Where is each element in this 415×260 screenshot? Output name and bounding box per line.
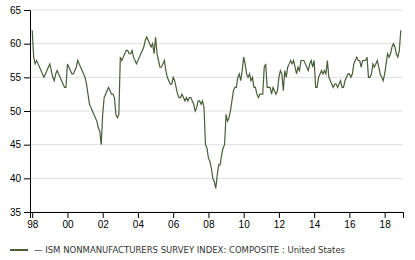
y-axis-line bbox=[24, 11, 31, 213]
y-tick: 45 bbox=[10, 139, 30, 150]
x-tick-label: 02 bbox=[98, 219, 110, 230]
grid-line bbox=[30, 144, 403, 145]
legend-item: — ISM NONMANUFACTURERS SURVEY INDEX: COM… bbox=[10, 245, 346, 255]
y-tick-label: 60 bbox=[10, 38, 22, 49]
x-axis: 98 00 02 04 06 08 10 12 14 16 18 bbox=[27, 212, 403, 230]
y-tick-mark bbox=[24, 44, 30, 45]
x-tick: 98 bbox=[27, 212, 39, 230]
x-tick: 16 bbox=[344, 212, 356, 230]
x-tick-label: 00 bbox=[62, 219, 74, 230]
y-axis: 35 40 45 50 55 60 65 bbox=[10, 5, 31, 218]
x-tick-label: 98 bbox=[27, 219, 39, 230]
x-tick-label: 14 bbox=[309, 219, 321, 230]
y-tick-label: 50 bbox=[10, 106, 22, 117]
line bbox=[32, 30, 401, 188]
y-tick-mark bbox=[24, 10, 30, 11]
x-axis-line bbox=[31, 213, 404, 219]
chart: 35 40 45 50 55 60 65 98 00 02 04 06 08 10 12 14 16 18 — IS… bbox=[0, 0, 415, 260]
y-tick-label: 35 bbox=[10, 207, 22, 218]
x-tick-label: 08 bbox=[203, 219, 215, 230]
y-tick: 50 bbox=[10, 106, 30, 117]
x-tick-label: 04 bbox=[133, 219, 145, 230]
x-tick-mark bbox=[349, 212, 350, 218]
x-tick: 06 bbox=[168, 212, 180, 230]
x-tick: 04 bbox=[133, 212, 145, 230]
x-tick-mark bbox=[103, 212, 104, 218]
y-tick-mark bbox=[24, 178, 30, 179]
plot: 35 40 45 50 55 60 65 98 00 02 04 06 08 10 12 14 16 18 bbox=[10, 5, 404, 230]
y-tick-mark bbox=[24, 111, 30, 112]
x-tick-label: 10 bbox=[239, 219, 251, 230]
x-tick: 14 bbox=[309, 212, 321, 230]
x-tick: 02 bbox=[98, 212, 110, 230]
x-tick-mark bbox=[138, 212, 139, 218]
x-tick-mark bbox=[385, 212, 386, 218]
marks bbox=[32, 30, 401, 188]
x-tick-label: 06 bbox=[168, 219, 180, 230]
grid bbox=[30, 10, 403, 212]
legend: — ISM NONMANUFACTURERS SURVEY INDEX: COM… bbox=[10, 245, 346, 255]
x-tick-mark bbox=[208, 212, 209, 218]
y-tick: 55 bbox=[10, 72, 30, 83]
x-tick-label: 18 bbox=[380, 219, 392, 230]
y-tick-label: 65 bbox=[10, 5, 22, 16]
x-tick-mark bbox=[279, 212, 280, 218]
x-tick-mark bbox=[67, 212, 68, 218]
x-tick-label: 12 bbox=[274, 219, 286, 230]
legend-swatch bbox=[10, 249, 28, 251]
y-tick-mark bbox=[24, 77, 30, 78]
y-tick-label: 40 bbox=[10, 173, 22, 184]
x-tick: 12 bbox=[274, 212, 286, 230]
y-tick: 65 bbox=[10, 5, 30, 16]
legend-label: — ISM NONMANUFACTURERS SURVEY INDEX: COM… bbox=[34, 245, 346, 255]
x-tick: 08 bbox=[203, 212, 215, 230]
x-tick-mark bbox=[32, 212, 33, 218]
x-tick-mark bbox=[314, 212, 315, 218]
y-tick: 40 bbox=[10, 173, 30, 184]
y-tick-mark bbox=[24, 212, 30, 213]
x-tick-label: 16 bbox=[344, 219, 356, 230]
x-tick: 18 bbox=[380, 212, 392, 230]
grid-line bbox=[30, 43, 403, 44]
y-tick-label: 55 bbox=[10, 72, 22, 83]
y-tick-label: 45 bbox=[10, 139, 22, 150]
grid-line bbox=[30, 10, 403, 11]
y-tick: 60 bbox=[10, 38, 30, 49]
x-tick: 00 bbox=[62, 212, 74, 230]
y-tick-mark bbox=[24, 145, 30, 146]
grid-line bbox=[30, 111, 403, 112]
x-tick-mark bbox=[244, 212, 245, 218]
x-tick: 10 bbox=[239, 212, 251, 230]
x-tick-mark bbox=[173, 212, 174, 218]
y-tick: 35 bbox=[10, 207, 30, 218]
